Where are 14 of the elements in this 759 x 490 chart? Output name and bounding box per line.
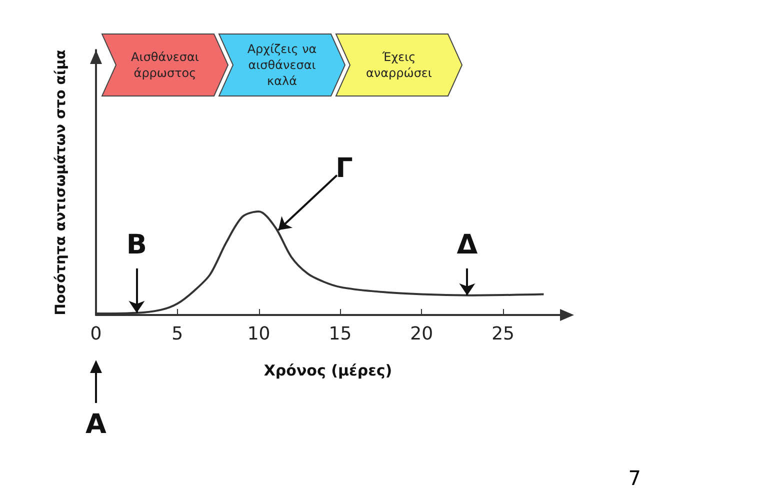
annotation: Β (126, 229, 147, 260)
x-tick-label: 10 (247, 324, 270, 344)
text: Α (86, 409, 107, 440)
x-tick-label: 5 (172, 324, 184, 344)
annotation: Γ (336, 152, 353, 184)
annotation: Δ (456, 229, 478, 260)
step-banner: Αισθάνεσαι άρρωστος Αρχίζεις να αισθάνεσαι καλά Έχεις αναρρώσει (100, 32, 469, 98)
y-axis-title: Ποσότητα αντισωμάτων στο αίμα (53, 49, 69, 316)
x-tick-label: 20 (410, 324, 434, 344)
text: 7 (628, 466, 641, 490)
x-tick-label: 25 (492, 324, 514, 344)
x-tick-label: 0 (90, 324, 102, 344)
x-axis-title: Χρόνος (μέρες) (264, 362, 392, 380)
x-tick-label: 15 (328, 324, 352, 344)
